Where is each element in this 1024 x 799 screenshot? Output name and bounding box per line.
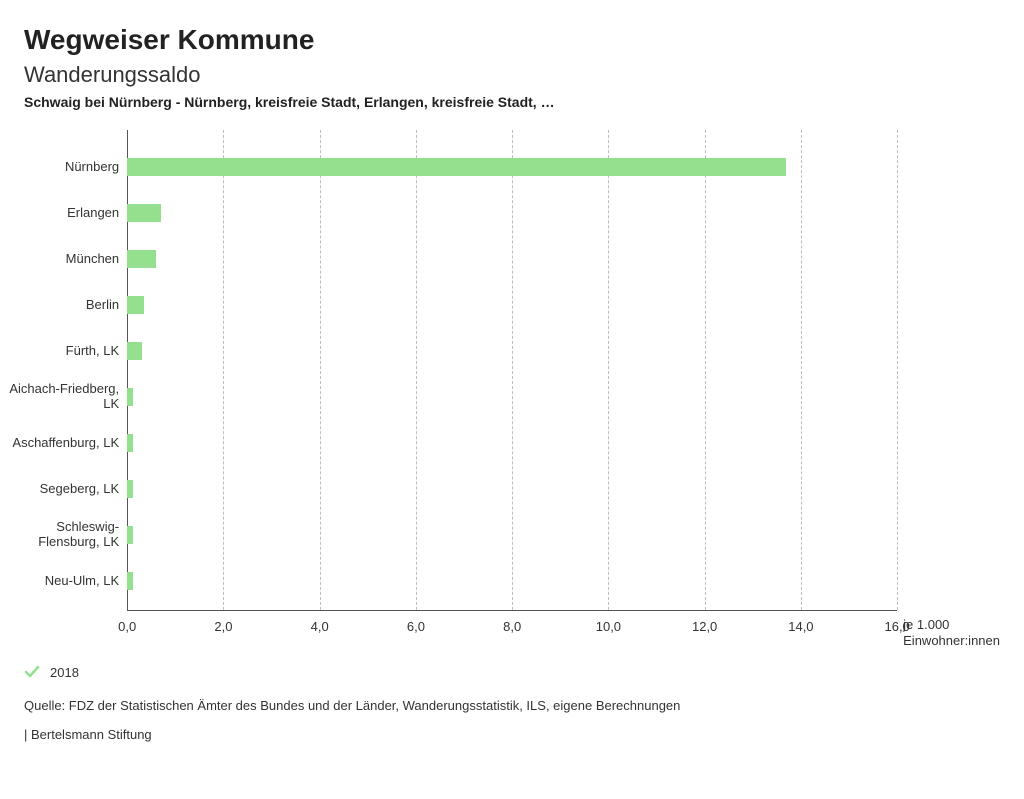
grid-line [801, 130, 802, 610]
x-tick-label: 4,0 [311, 619, 329, 634]
chart-container: NürnbergErlangenMünchenBerlinFürth, LKAi… [24, 130, 1000, 648]
y-axis-labels: NürnbergErlangenMünchenBerlinFürth, LKAi… [24, 130, 127, 610]
bar [127, 434, 133, 452]
x-tick-label: 0,0 [118, 619, 136, 634]
legend-year: 2018 [50, 665, 79, 680]
plot-area [127, 130, 897, 611]
y-tick-label: Aichach-Friedberg, LK [0, 382, 119, 412]
bar [127, 158, 786, 176]
x-axis-labels: 0,02,04,06,08,010,012,014,016,0 [127, 611, 897, 639]
grid-line [320, 130, 321, 610]
y-tick-label: Nürnberg [0, 160, 119, 175]
page-title: Wegweiser Kommune [24, 24, 1000, 56]
x-tick-label: 6,0 [407, 619, 425, 634]
grid-line [608, 130, 609, 610]
y-tick-label: Neu-Ulm, LK [0, 574, 119, 589]
page-subtitle: Wanderungssaldo [24, 62, 1000, 88]
y-tick-label: München [0, 252, 119, 267]
bar [127, 250, 156, 268]
unit-line: Einwohner:innen [903, 633, 1000, 649]
y-tick-label: Segeberg, LK [0, 482, 119, 497]
y-tick-label: Fürth, LK [0, 344, 119, 359]
grid-line [512, 130, 513, 610]
y-tick-label: Aschaffenburg, LK [0, 436, 119, 451]
x-tick-label: 10,0 [596, 619, 621, 634]
bar [127, 480, 133, 498]
x-tick-label: 8,0 [503, 619, 521, 634]
y-tick-label: Schleswig-Flensburg, LK [0, 520, 119, 550]
check-icon [24, 664, 40, 680]
y-tick-label: Berlin [0, 298, 119, 313]
grid-line [223, 130, 224, 610]
bar [127, 388, 133, 406]
x-tick-label: 2,0 [214, 619, 232, 634]
x-tick-label: 12,0 [692, 619, 717, 634]
bar [127, 204, 161, 222]
y-tick-label: Erlangen [0, 206, 119, 221]
bar-chart [127, 130, 1000, 611]
x-tick-label: 16,0 [884, 619, 909, 634]
grid-line [705, 130, 706, 610]
bar [127, 572, 133, 590]
bar [127, 296, 144, 314]
legend: 2018 [24, 664, 1000, 680]
axis-unit-label: je 1.000Einwohner:innen [903, 617, 1000, 648]
bar [127, 526, 133, 544]
source-text: Quelle: FDZ der Statistischen Ämter des … [24, 698, 1000, 713]
grid-line [416, 130, 417, 610]
x-tick-label: 14,0 [788, 619, 813, 634]
bar [127, 342, 141, 360]
unit-line: je 1.000 [903, 617, 1000, 633]
page-caption: Schwaig bei Nürnberg - Nürnberg, kreisfr… [24, 94, 1000, 110]
grid-line [897, 130, 898, 610]
footer-text: | Bertelsmann Stiftung [24, 727, 1000, 742]
